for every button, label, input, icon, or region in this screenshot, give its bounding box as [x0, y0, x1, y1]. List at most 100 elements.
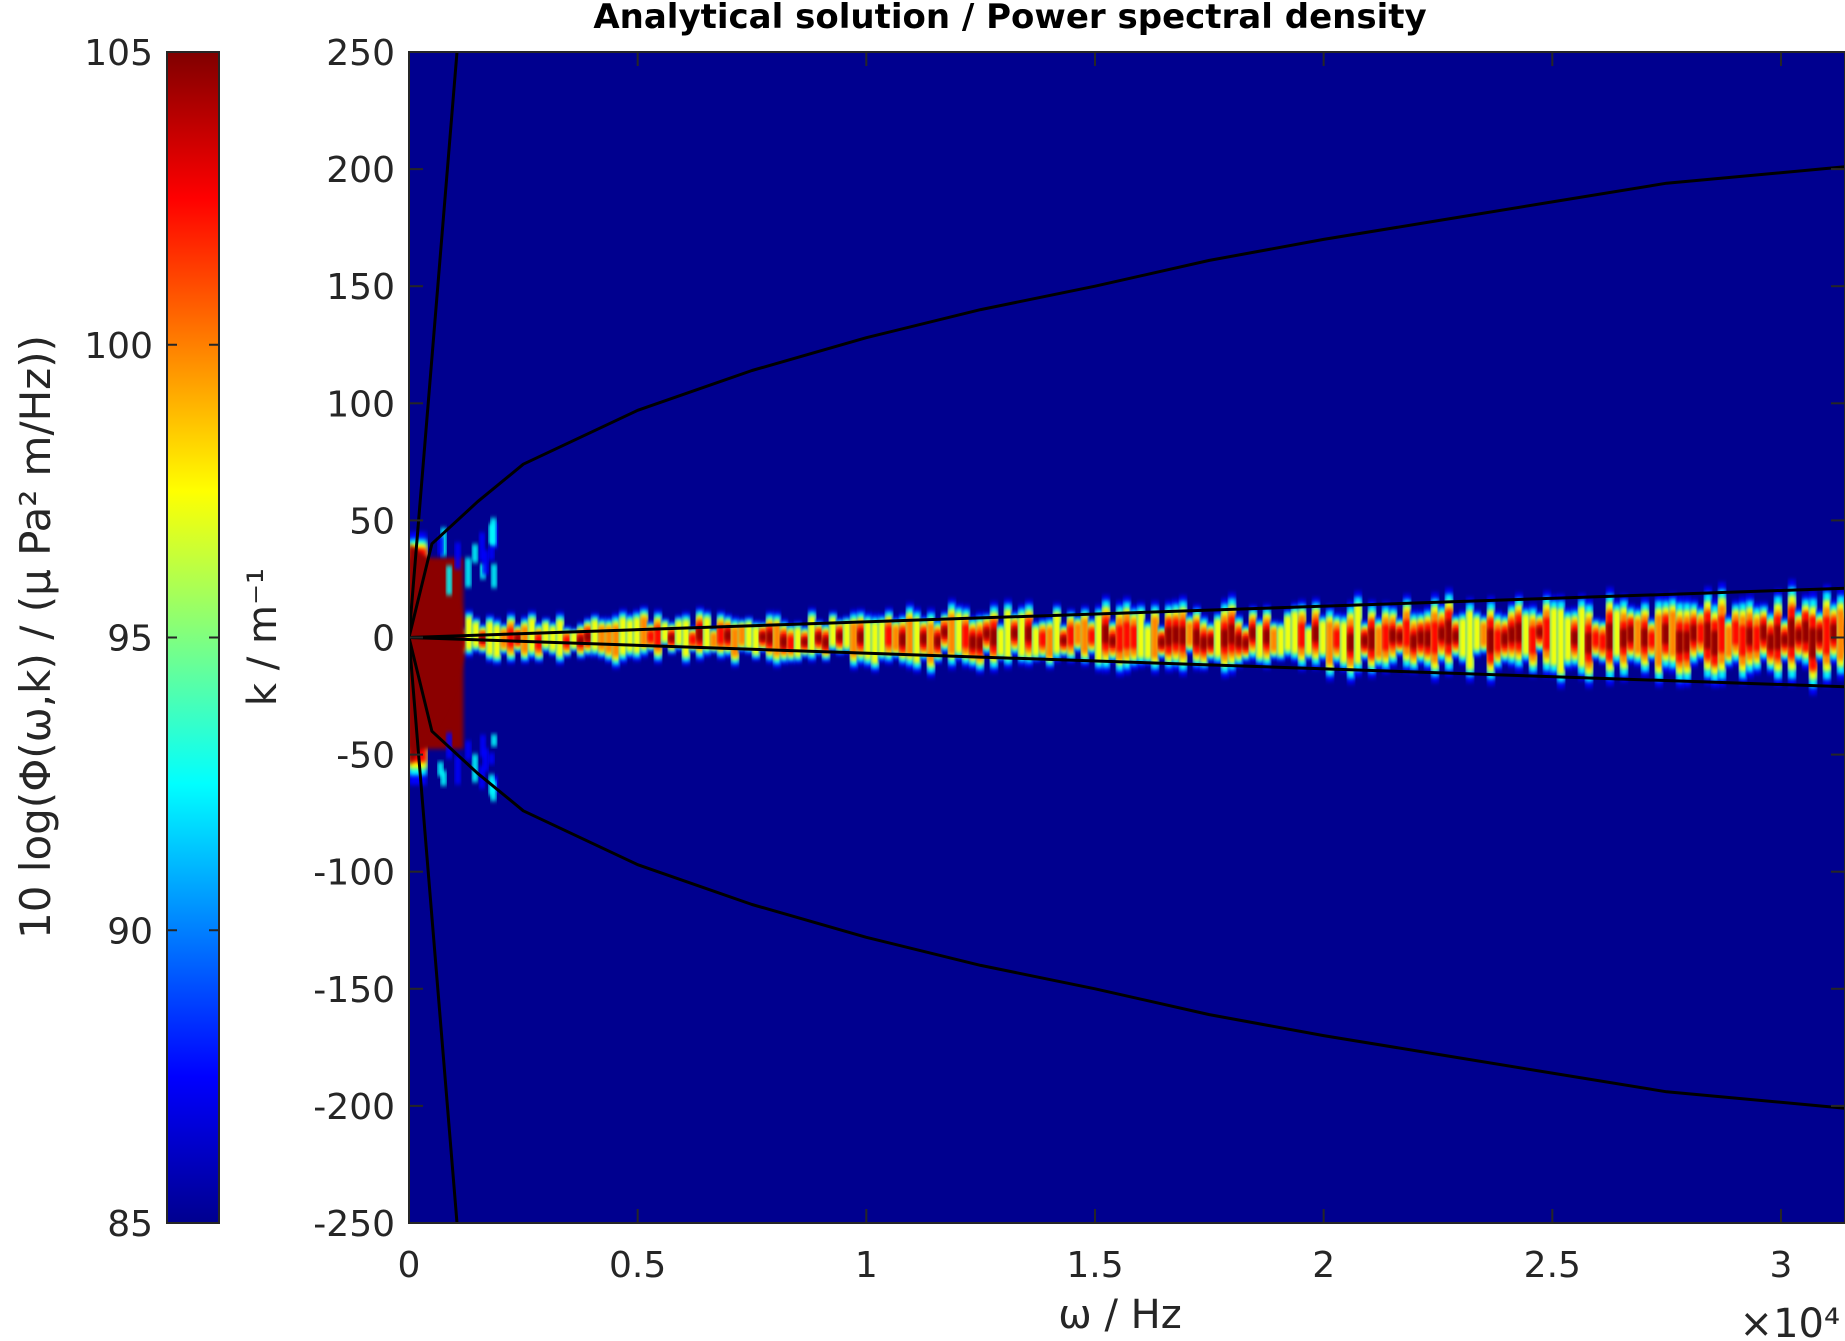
- x-tick-label: 2.5: [1524, 1245, 1581, 1286]
- heatmap-cell: [1529, 626, 1537, 655]
- heatmap-cell: [1221, 629, 1229, 648]
- heatmap-cell: [1774, 625, 1782, 650]
- heatmap-cell: [983, 628, 991, 639]
- heatmap-cell: [976, 636, 984, 650]
- heatmap-cell: [1053, 611, 1061, 654]
- heatmap-cell: [1606, 623, 1614, 651]
- heatmap-cell: [1578, 606, 1586, 668]
- heatmap-cell: [440, 770, 447, 786]
- heatmap-cell: [1347, 633, 1355, 652]
- heatmap-cell: [794, 627, 802, 657]
- heatmap-cell: [780, 636, 788, 648]
- dispersion-curves: [409, 52, 1845, 1223]
- heatmap-cell: [1634, 619, 1642, 654]
- heatmap-cell: [1725, 626, 1733, 657]
- colorbar-tick-label: 95: [107, 619, 153, 660]
- x-axis-ticks: 0 0.5 1 1.5 2 2.5 3: [398, 52, 1793, 1286]
- heatmap-cell: [1718, 616, 1726, 653]
- heatmap-cell: [1025, 625, 1033, 642]
- y-tick-label: 250: [326, 33, 395, 74]
- heatmap-cell: [465, 557, 472, 588]
- heatmap-cell: [1501, 632, 1509, 646]
- heatmap-cell: [490, 517, 497, 546]
- heatmap-cell: [815, 633, 823, 643]
- heatmap-cell: [1060, 636, 1068, 645]
- heatmap-cell: [1326, 621, 1334, 665]
- heatmap-cell: [1795, 629, 1803, 642]
- heatmap-cell: [906, 617, 914, 655]
- heatmap-cell: [1494, 629, 1502, 652]
- heatmap-cell: [1186, 622, 1194, 646]
- heatmap-cell: [1291, 611, 1299, 654]
- heatmap-cell: [1375, 627, 1383, 658]
- heatmap-cell: [465, 740, 472, 761]
- heatmap-cell: [1830, 623, 1838, 641]
- heatmap-cell: [1550, 607, 1558, 666]
- x-tick-label: 2: [1312, 1245, 1335, 1286]
- heatmap-cell: [1431, 621, 1439, 654]
- heatmap-cell: [955, 612, 963, 654]
- heatmap-cell: [1046, 627, 1054, 658]
- heatmap-cell: [1340, 621, 1348, 664]
- heatmap-cell: [528, 618, 536, 653]
- heatmap-cell: [1417, 630, 1425, 645]
- heatmap-cell: [1732, 620, 1740, 645]
- heatmap-cell: [689, 634, 697, 645]
- heatmap-cell: [1151, 617, 1159, 659]
- heatmap-cell: [1613, 609, 1621, 657]
- heatmap-cell: [584, 632, 592, 642]
- heatmap-cell: [1515, 622, 1523, 643]
- heatmap-cell: [454, 542, 461, 570]
- heatmap-cell: [962, 624, 970, 649]
- heatmap-cell: [1102, 624, 1110, 644]
- heatmap-cell: [675, 620, 683, 646]
- heatmap-cell: [850, 623, 858, 657]
- heatmap-cell: [454, 755, 461, 785]
- heatmap-cell: [752, 626, 760, 655]
- heatmap-cell: [1039, 631, 1047, 647]
- heatmap-cell: [605, 627, 613, 653]
- heatmap-cell: [1641, 628, 1649, 647]
- heatmap-cell: [514, 634, 522, 642]
- heatmap-cell: [836, 631, 844, 642]
- heatmap-cell: [1585, 632, 1593, 654]
- heatmap-cell: [1627, 625, 1635, 643]
- heatmap-cell: [1837, 609, 1845, 661]
- heatmap-cell: [941, 627, 949, 637]
- heatmap-cell: [997, 628, 1005, 656]
- y-tick-label: 50: [349, 501, 395, 542]
- heatmap-field: [409, 517, 1845, 801]
- plot-area: 0 0.5 1 1.5 2 2.5 3 250 200 150 100 50 0 -50 -100 -150…: [313, 33, 1845, 1286]
- heatmap-cell: [1753, 626, 1761, 652]
- y-tick-label: -100: [313, 853, 395, 894]
- heatmap-cell: [1277, 626, 1285, 656]
- heatmap-cell: [437, 761, 444, 777]
- heatmap-cell: [488, 752, 495, 765]
- heatmap-cell: [1522, 614, 1530, 656]
- heatmap-cell: [1235, 634, 1243, 648]
- heatmap-cell: [1480, 623, 1488, 646]
- heatmap-cell: [1739, 625, 1747, 657]
- heatmap-cell: [731, 627, 739, 657]
- heatmap-cell: [491, 564, 498, 588]
- heatmap-cell: [857, 630, 865, 644]
- heatmap-cell: [801, 638, 809, 646]
- heatmap-cell: [1459, 618, 1467, 658]
- heatmap-cell: [773, 623, 781, 656]
- heatmap-cell: [696, 627, 704, 641]
- heatmap-cell: [1242, 638, 1250, 648]
- colorbar-label: 10 log(Φ(ω,k) / (μ Pa² m/Hz)): [11, 335, 60, 939]
- heatmap-cell: [591, 619, 599, 651]
- heatmap-cell: [1809, 628, 1817, 659]
- dispersion-curve-4: [409, 586, 1845, 639]
- heatmap-cell: [1298, 622, 1306, 648]
- heatmap-cell: [948, 614, 956, 655]
- heatmap-cell: [885, 625, 893, 647]
- heatmap-cell: [1508, 626, 1516, 643]
- heatmap-cell: [759, 633, 767, 641]
- x-tick-label: 3: [1770, 1245, 1793, 1286]
- heatmap-cell: [1564, 616, 1572, 661]
- heatmap-cell: [409, 543, 464, 767]
- heatmap-cell: [913, 617, 921, 664]
- y-tick-label: -150: [313, 970, 395, 1011]
